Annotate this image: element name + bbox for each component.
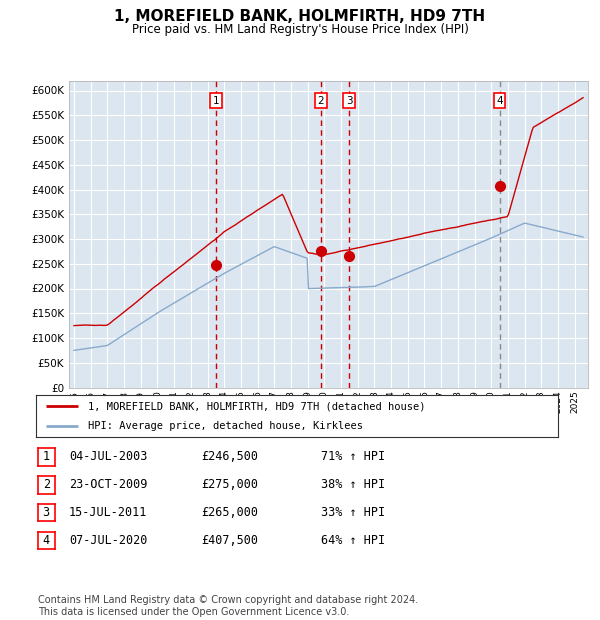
Text: 3: 3: [43, 507, 50, 519]
Text: 33% ↑ HPI: 33% ↑ HPI: [321, 507, 385, 519]
Text: Contains HM Land Registry data © Crown copyright and database right 2024.
This d: Contains HM Land Registry data © Crown c…: [38, 595, 418, 617]
Text: 07-JUL-2020: 07-JUL-2020: [69, 534, 148, 547]
Text: 2: 2: [317, 95, 325, 105]
Text: 1: 1: [212, 95, 219, 105]
Text: £275,000: £275,000: [201, 479, 258, 491]
Text: Price paid vs. HM Land Registry's House Price Index (HPI): Price paid vs. HM Land Registry's House …: [131, 24, 469, 36]
Text: 71% ↑ HPI: 71% ↑ HPI: [321, 451, 385, 463]
Text: 4: 4: [496, 95, 503, 105]
Text: HPI: Average price, detached house, Kirklees: HPI: Average price, detached house, Kirk…: [88, 421, 363, 431]
Text: 04-JUL-2003: 04-JUL-2003: [69, 451, 148, 463]
Text: 15-JUL-2011: 15-JUL-2011: [69, 507, 148, 519]
Text: £246,500: £246,500: [201, 451, 258, 463]
Text: £265,000: £265,000: [201, 507, 258, 519]
Text: 38% ↑ HPI: 38% ↑ HPI: [321, 479, 385, 491]
Text: 64% ↑ HPI: 64% ↑ HPI: [321, 534, 385, 547]
Text: 2: 2: [43, 479, 50, 491]
Text: £407,500: £407,500: [201, 534, 258, 547]
Text: 3: 3: [346, 95, 353, 105]
Text: 23-OCT-2009: 23-OCT-2009: [69, 479, 148, 491]
Text: 4: 4: [43, 534, 50, 547]
Text: 1, MOREFIELD BANK, HOLMFIRTH, HD9 7TH (detached house): 1, MOREFIELD BANK, HOLMFIRTH, HD9 7TH (d…: [88, 401, 426, 411]
Text: 1, MOREFIELD BANK, HOLMFIRTH, HD9 7TH: 1, MOREFIELD BANK, HOLMFIRTH, HD9 7TH: [115, 9, 485, 24]
Text: 1: 1: [43, 451, 50, 463]
